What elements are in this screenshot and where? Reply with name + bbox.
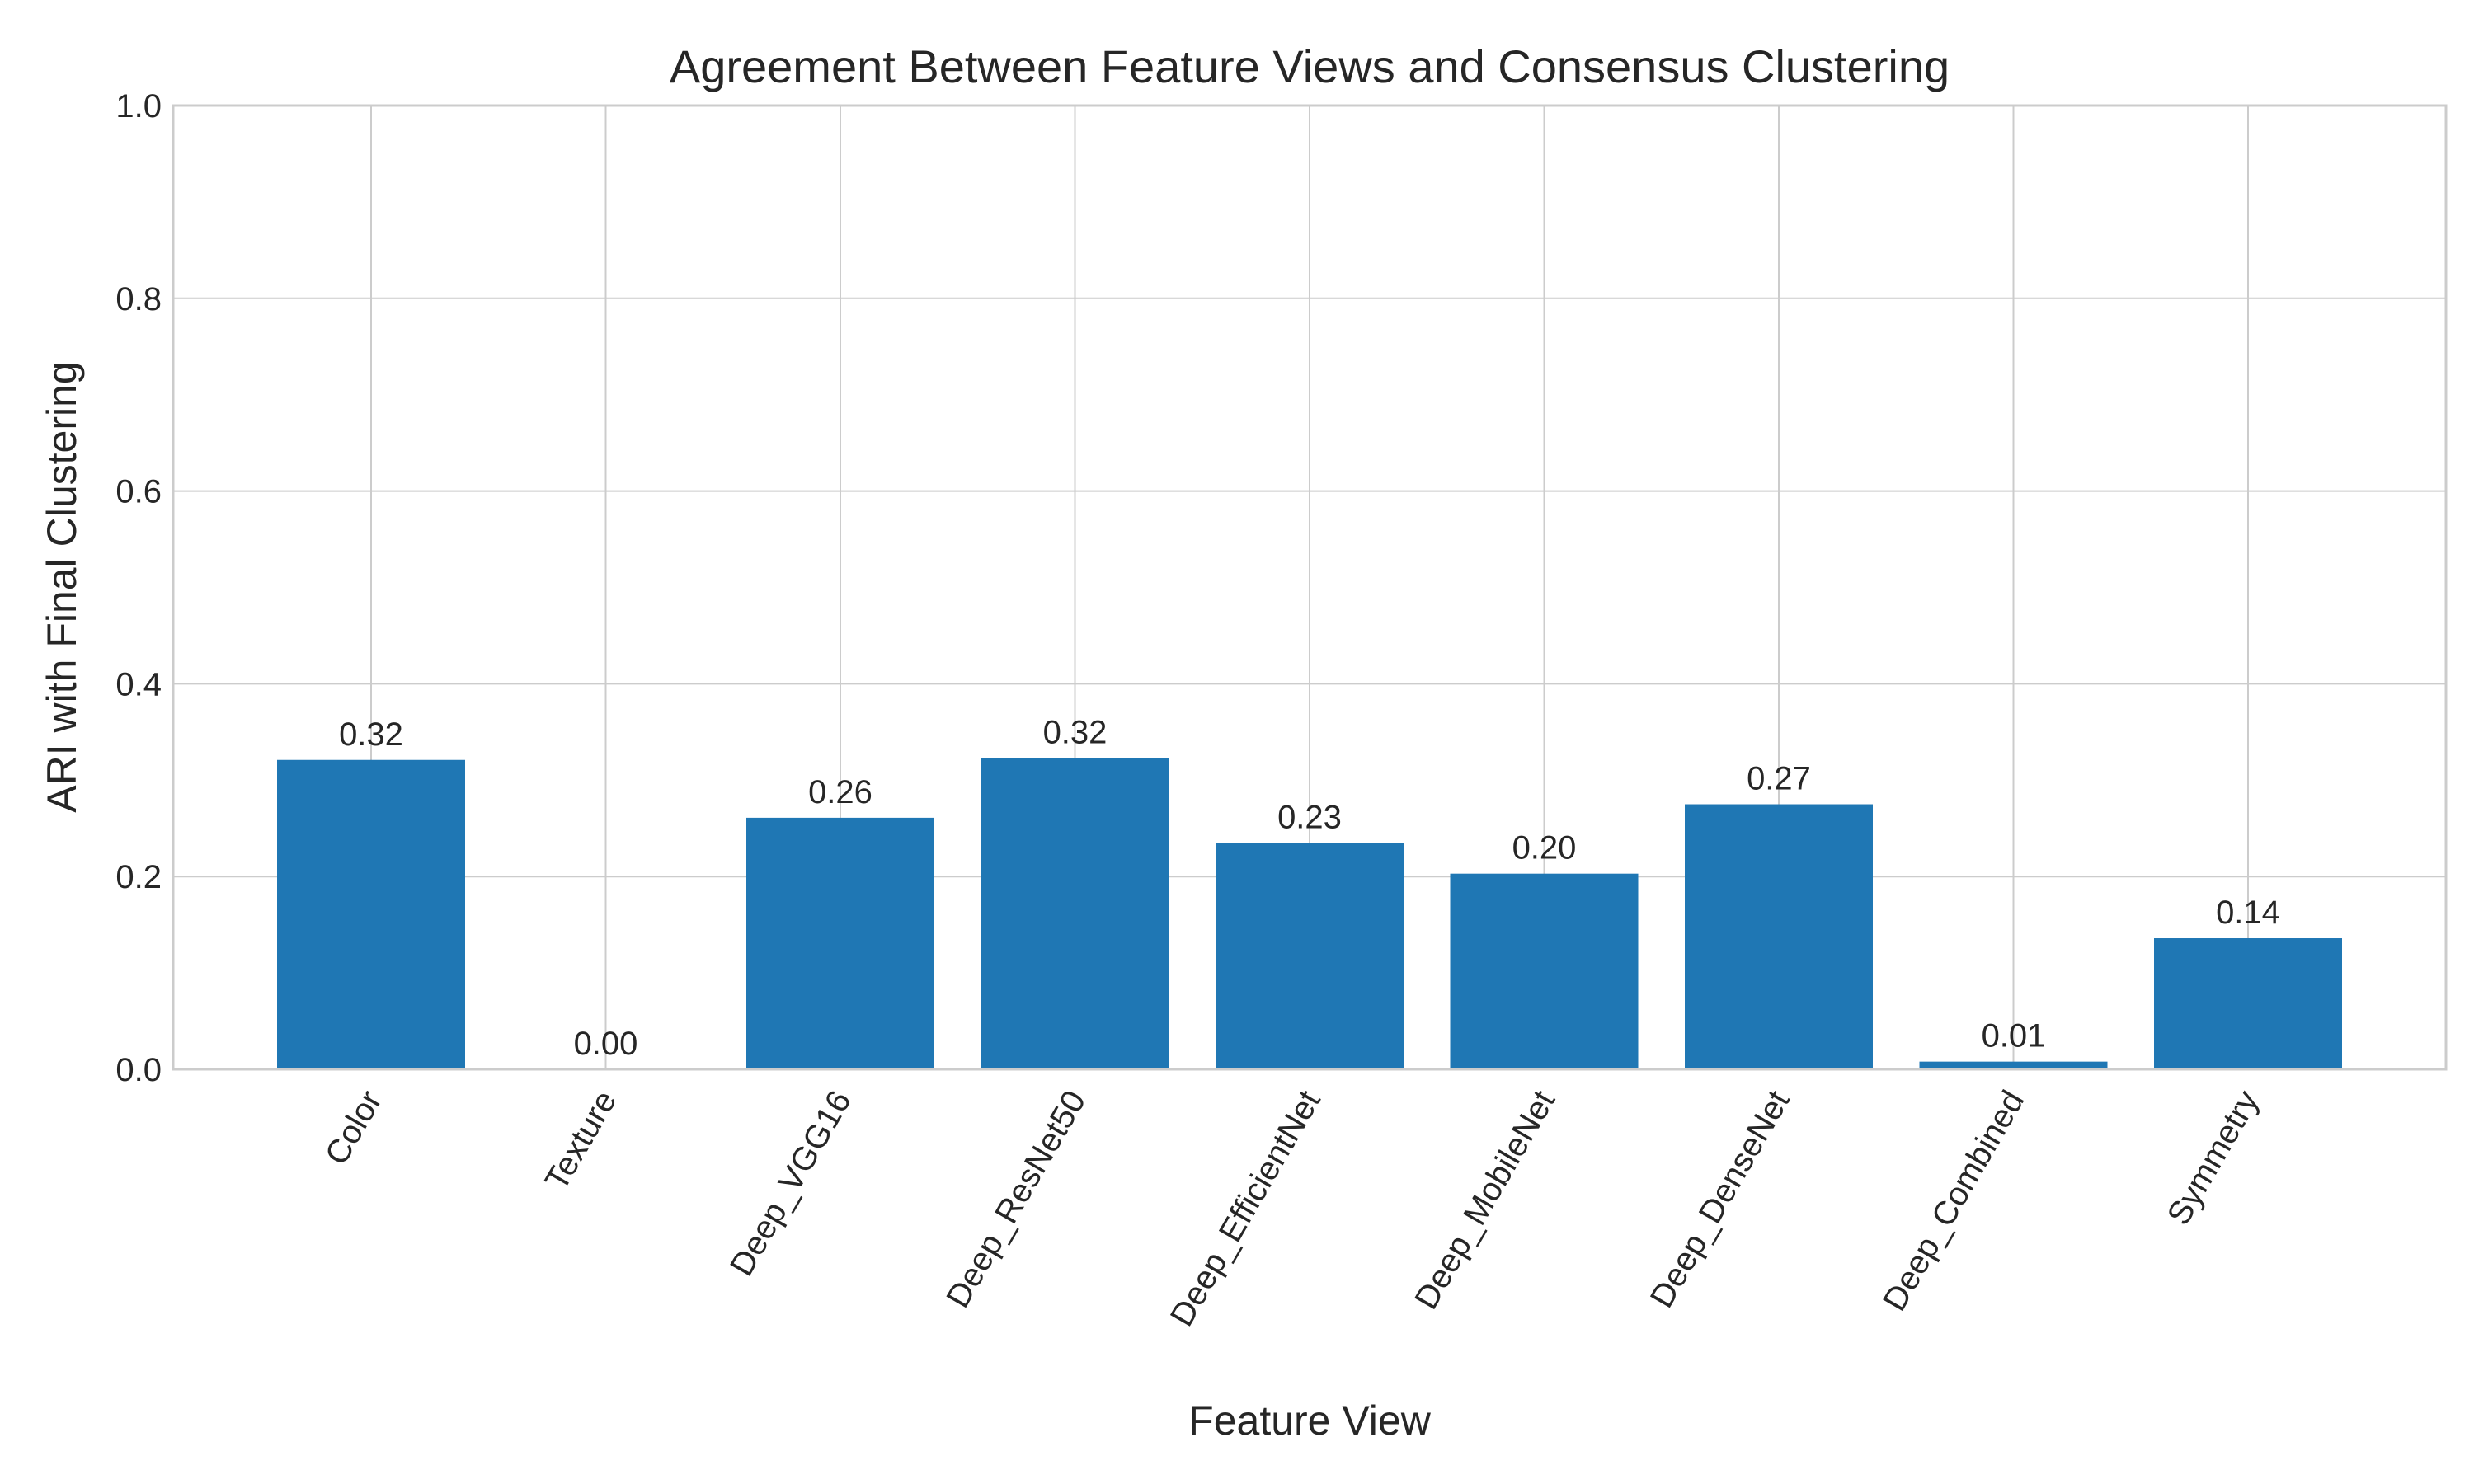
y-tick-label: 1.0 [115, 88, 162, 124]
x-tick-label: Deep_VGG16 [723, 1085, 858, 1283]
x-tick-label: Deep_ResNet50 [939, 1085, 1093, 1314]
bar-value-label: 0.00 [574, 1026, 638, 1062]
bar-value-label: 0.32 [339, 716, 403, 753]
bar-value-label: 0.14 [2216, 895, 2280, 931]
x-tick-label: Deep_EfficientNet [1164, 1085, 1328, 1333]
y-tick-label: 0.0 [115, 1052, 162, 1088]
bar-value-label: 0.23 [1277, 799, 1342, 835]
x-tick-label: Deep_MobileNet [1408, 1085, 1562, 1316]
y-tick-label: 0.6 [115, 474, 162, 510]
x-tick-label: Color [318, 1085, 389, 1172]
y-tick-label: 0.8 [115, 281, 162, 317]
x-tick-label: Deep_Combined [1876, 1085, 2031, 1317]
bar [277, 759, 465, 1069]
plot-frame [172, 104, 2448, 1071]
bar [1450, 873, 1639, 1069]
bar [981, 758, 1169, 1069]
bar [746, 817, 934, 1069]
x-tick-label: Symmetry [2161, 1085, 2266, 1232]
bar-value-label: 0.27 [1747, 761, 1811, 797]
bar-value-label: 0.26 [808, 774, 872, 810]
x-tick-label: Texture [539, 1085, 624, 1197]
bar [1919, 1061, 2108, 1069]
y-axis-label: ARI with Final Clustering [39, 361, 85, 812]
bar [1685, 804, 1873, 1069]
bar-value-label: 0.32 [1043, 714, 1108, 750]
bar-value-label: 0.20 [1512, 830, 1577, 866]
y-tick-label: 0.4 [115, 666, 162, 702]
bar-value-label: 0.01 [1982, 1018, 2046, 1054]
labels-layer: 0.0 0.2 0.4 0.6 0.8 1.0 0.32 Color 0.00 Texture 0.… [115, 88, 2280, 1332]
bars-layer [277, 758, 2342, 1069]
bar [1216, 843, 1404, 1069]
x-tick-label: Deep_DenseNet [1644, 1085, 1797, 1314]
chart-title: Agreement Between Feature Views and Cons… [670, 40, 1950, 92]
x-axis-label: Feature View [1188, 1397, 1432, 1444]
bar [2154, 938, 2342, 1069]
y-tick-label: 0.2 [115, 859, 162, 895]
